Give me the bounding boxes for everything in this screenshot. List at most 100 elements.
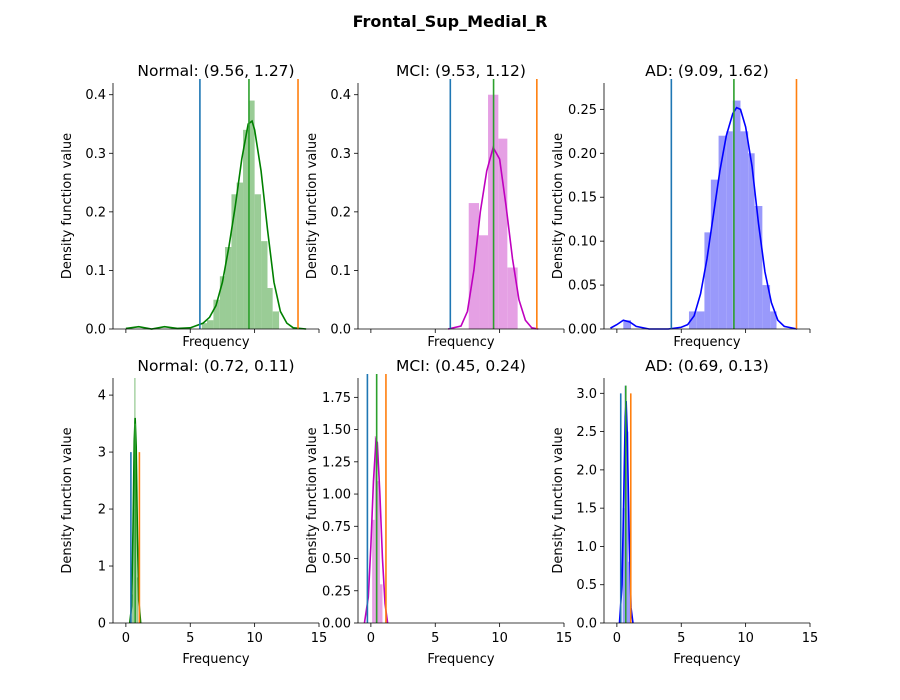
y-tick-label: 2.5 <box>576 425 597 440</box>
histogram-bar <box>626 431 629 623</box>
histogram-bar <box>213 299 220 329</box>
histogram-bar <box>770 311 777 329</box>
y-tick-label: 0.0 <box>85 323 106 338</box>
y-tick-label: 0.1 <box>330 264 351 279</box>
x-tick-label: 5 <box>186 631 194 646</box>
y-tick-label: 0.50 <box>322 552 351 567</box>
histogram-bar <box>762 285 771 329</box>
histogram-bar <box>726 131 733 329</box>
x-tick-label: 10 <box>491 631 508 646</box>
histogram-bar <box>377 481 380 623</box>
histogram-bar <box>704 232 711 329</box>
histogram-bar <box>135 469 137 623</box>
subplot-3: 0.00 0.05 0.10 0.15 0.20 0.25 AD: (9.09, 1.62)… <box>551 62 811 350</box>
histogram-bar <box>732 100 741 329</box>
x-tick-label: 10 <box>246 631 263 646</box>
histogram-bar <box>131 594 133 623</box>
x-tick-label: 5 <box>677 631 685 646</box>
subplot-2: 0.0 0.1 0.2 0.3 0.4 MCI: (9.53, 1.12) Frequenc… <box>305 62 565 350</box>
x-tick-label: 5 <box>431 631 439 646</box>
y-tick-label: 0.5 <box>576 578 597 593</box>
y-tick-label: 1.50 <box>322 423 351 438</box>
x-tick-label: 15 <box>311 631 328 646</box>
subplot-title: AD: (0.69, 0.13) <box>645 357 769 375</box>
histogram-bar <box>507 267 518 329</box>
histogram-bar <box>710 179 719 329</box>
histogram-bar <box>206 320 214 329</box>
y-tick-label: 1.75 <box>322 391 351 406</box>
x-tick-label: 15 <box>556 631 573 646</box>
y-tick-label: 1.5 <box>576 502 597 517</box>
x-axis-label: Frequency <box>427 652 494 667</box>
y-tick-label: 0.75 <box>322 520 351 535</box>
kde-curve <box>610 106 798 330</box>
x-axis-label: Frequency <box>182 652 249 667</box>
histogram-bar <box>132 509 135 623</box>
subplot-title: Normal: (9.56, 1.27) <box>137 62 294 80</box>
histogram-bar <box>379 584 383 623</box>
kde-curve <box>128 417 142 624</box>
x-axis-label: Frequency <box>427 335 494 350</box>
histogram-bar <box>748 153 755 329</box>
y-tick-label: 0.00 <box>568 323 597 338</box>
y-tick-label: 0.10 <box>568 235 597 250</box>
y-tick-label: 3 <box>98 446 106 461</box>
x-tick-label: 15 <box>802 631 819 646</box>
histogram-bar <box>219 276 226 329</box>
histogram-bar <box>136 577 139 623</box>
histogram-bar <box>261 241 268 329</box>
x-axis-label: Frequency <box>673 652 740 667</box>
y-tick-label: 0.2 <box>330 205 351 220</box>
y-axis-label: Density function value <box>305 133 320 279</box>
histogram-bar <box>623 320 632 329</box>
histogram-bar <box>249 100 255 329</box>
y-tick-label: 0.25 <box>322 584 351 599</box>
histogram-bar <box>236 182 244 329</box>
histogram-bar <box>272 311 280 329</box>
x-axis-label: Frequency <box>673 335 740 350</box>
y-axis-label: Density function value <box>305 427 320 573</box>
x-axis-label: Frequency <box>182 335 249 350</box>
histogram-bar <box>498 138 508 329</box>
histogram-bar <box>243 129 250 329</box>
y-tick-label: 0.3 <box>85 147 106 162</box>
kde-curve <box>125 119 307 330</box>
y-tick-label: 0.15 <box>568 191 597 206</box>
histogram-bar <box>740 131 749 329</box>
y-tick-label: 0.4 <box>330 88 351 103</box>
y-axis-label: Density function value <box>60 427 75 573</box>
y-tick-label: 2.0 <box>576 463 597 478</box>
histogram-bar <box>372 519 375 623</box>
subplot-5: 0.00 0.25 0.50 0.75 1.00 1.25 1.50 1.75 0 5 10 15 MC… <box>305 357 572 667</box>
y-tick-label: 0.3 <box>330 147 351 162</box>
y-tick-label: 0.0 <box>576 617 597 632</box>
y-axis-label: Density function value <box>551 427 566 573</box>
x-tick-label: 0 <box>613 631 621 646</box>
x-tick-label: 0 <box>122 631 130 646</box>
y-tick-label: 1.00 <box>322 488 351 503</box>
histogram-bar <box>254 194 262 329</box>
y-tick-label: 1.0 <box>576 540 597 555</box>
y-tick-label: 2 <box>98 503 106 518</box>
histogram-bar <box>688 311 697 329</box>
subplot-title: AD: (9.09, 1.62) <box>645 62 769 80</box>
y-axis-label: Density function value <box>60 133 75 279</box>
subplot-title: MCI: (0.45, 0.24) <box>396 357 526 375</box>
histogram-bar <box>696 311 705 329</box>
y-tick-label: 0.20 <box>568 147 597 162</box>
histogram-bar <box>225 247 232 329</box>
histogram-bar <box>754 206 763 329</box>
histogram-bar <box>479 235 489 329</box>
histogram-bar <box>201 323 207 329</box>
y-tick-label: 3.0 <box>576 387 597 402</box>
y-tick-label: 0 <box>98 617 106 632</box>
y-tick-label: 0.00 <box>322 617 351 632</box>
kde-curve <box>447 145 539 330</box>
histogram-bar <box>622 508 625 623</box>
histogram-bar <box>628 561 631 623</box>
y-tick-label: 1.25 <box>322 455 351 470</box>
figure-title: Frontal_Sup_Medial_R <box>352 12 548 31</box>
y-tick-label: 1 <box>98 560 106 575</box>
x-tick-label: 10 <box>737 631 754 646</box>
